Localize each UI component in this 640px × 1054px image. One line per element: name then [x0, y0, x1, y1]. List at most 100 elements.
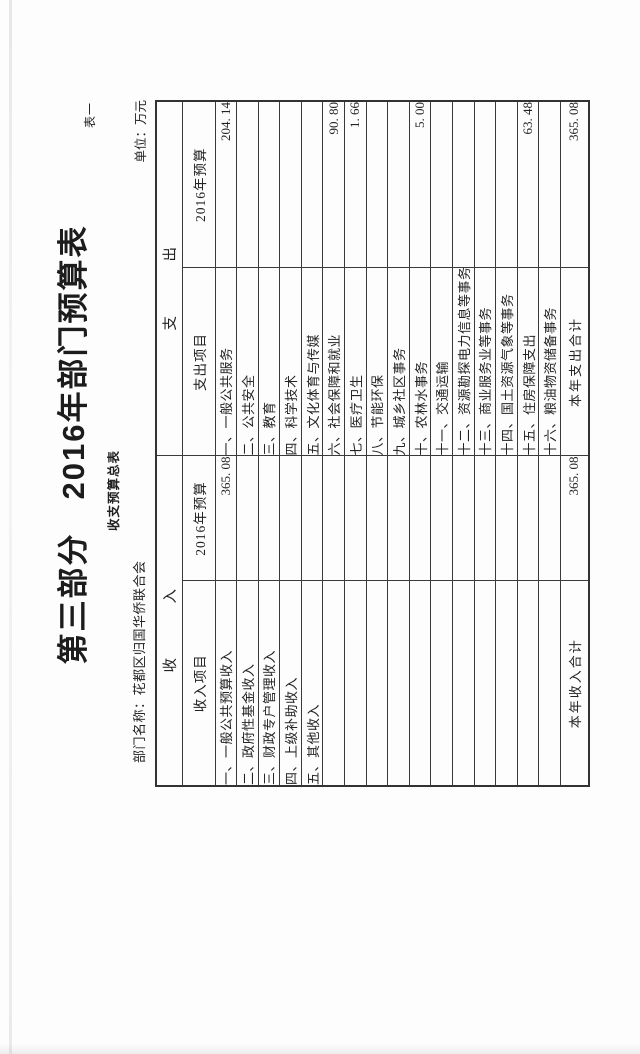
table-row: 十二、资源勘探电力信息等事务 — [452, 101, 475, 786]
expenditure-total-value: 365. 08 — [560, 101, 589, 268]
expenditure-value-cell: 63. 48 — [517, 101, 539, 268]
expenditure-value-cell — [430, 101, 453, 268]
revenue-value-cell — [322, 456, 345, 581]
revenue-section-header: 收 入 — [156, 456, 182, 786]
table-row: 五、其他收入 五、文化体育与传媒 — [301, 101, 323, 786]
section-header-row: 收 入 支 出 — [156, 101, 182, 786]
revenue-total-value: 365. 08 — [560, 456, 589, 581]
table-row: 六、社会保障和就业 90. 80 — [322, 101, 345, 786]
expenditure-item-cell: 六、社会保障和就业 — [322, 268, 345, 456]
expenditure-value-cell — [452, 101, 475, 268]
table-row: 九、城乡社区事务 — [387, 101, 410, 786]
revenue-value-cell — [344, 456, 367, 581]
page-subtitle: 收支预算总表 — [107, 450, 121, 532]
revenue-item-cell — [430, 581, 453, 786]
expenditure-value-cell — [366, 101, 388, 268]
expenditure-item-cell: 十、农林水事务 — [409, 268, 431, 456]
revenue-value-cell — [538, 456, 561, 581]
revenue-item-cell — [322, 581, 345, 786]
revenue-item-cell: 二、政府性基金收入 — [236, 581, 259, 786]
revenue-item-cell — [517, 581, 539, 786]
table-row: 八、节能环保 — [366, 101, 388, 786]
revenue-value-cell — [409, 456, 431, 581]
department-name-label: 部门名称：花都区归国华侨联合会 — [132, 560, 147, 763]
expenditure-value-cell: 1. 66 — [344, 101, 367, 268]
expenditure-value-cell — [387, 101, 410, 268]
column-header-row: 收入项目 2016年预算 支出项目 2016年预算 — [182, 101, 215, 786]
page-title: 第三部分 2016年部门预算表 — [56, 224, 91, 665]
expenditure-value-cell — [279, 101, 302, 268]
total-row: 本年收入合计 365. 08 本年支出合计 365. 08 — [560, 101, 589, 786]
revenue-item-cell — [344, 581, 367, 786]
col-header-revenue-budget: 2016年预算 — [182, 456, 215, 581]
expenditure-value-cell: 5. 00 — [409, 101, 431, 268]
revenue-value-cell — [301, 456, 323, 581]
col-header-expenditure-budget: 2016年预算 — [182, 101, 215, 268]
table-row: 七、医疗卫生 1. 66 — [344, 101, 367, 786]
expenditure-value-cell: 204. 14 — [215, 101, 237, 268]
revenue-item-cell — [452, 581, 475, 786]
expenditure-item-cell: 九、城乡社区事务 — [387, 268, 410, 456]
revenue-value-cell — [387, 456, 410, 581]
table-row: 十、农林水事务 5. 00 — [409, 101, 431, 786]
expenditure-item-cell: 二、公共安全 — [236, 268, 259, 456]
revenue-item-cell: 三、财政专户管理收入 — [258, 581, 280, 786]
expenditure-item-cell: 八、节能环保 — [366, 268, 388, 456]
expenditure-value-cell — [301, 101, 323, 268]
revenue-value-cell — [474, 456, 496, 581]
expenditure-value-cell — [236, 101, 259, 268]
expenditure-item-cell: 十四、国土资源气象等事务 — [495, 268, 518, 456]
col-header-expenditure-item: 支出项目 — [182, 268, 215, 456]
budget-data-rows: 一、一般公共预算收入 365. 08 一、一般公共服务 204. 14 二、政府性基金收… — [215, 101, 561, 786]
revenue-value-cell — [258, 456, 280, 581]
revenue-value-cell — [279, 456, 302, 581]
revenue-item-cell: 一、一般公共预算收入 — [215, 581, 237, 786]
table-row: 四、上级补助收入 四、科学技术 — [279, 101, 302, 786]
revenue-item-cell — [366, 581, 388, 786]
revenue-value-cell — [495, 456, 518, 581]
revenue-value-cell — [452, 456, 475, 581]
revenue-item-cell: 五、其他收入 — [301, 581, 323, 786]
revenue-value-cell — [430, 456, 453, 581]
revenue-item-cell — [387, 581, 410, 786]
budget-summary-table: 收 入 支 出 收入项目 2016年预算 支出项目 2016年预算 一、一般公共… — [155, 100, 590, 787]
expenditure-item-cell: 十二、资源勘探电力信息等事务 — [452, 268, 475, 456]
revenue-value-cell — [236, 456, 259, 581]
expenditure-section-header: 支 出 — [156, 101, 182, 456]
expenditure-item-cell: 三、教育 — [258, 268, 280, 456]
expenditure-item-cell: 十三、商业服务业等事务 — [474, 268, 496, 456]
revenue-value-cell — [517, 456, 539, 581]
revenue-value-cell: 365. 08 — [215, 456, 237, 581]
table-row: 十三、商业服务业等事务 — [474, 101, 496, 786]
table-row: 十一、交通运输 — [430, 101, 453, 786]
unit-label: 单位：万元 — [134, 100, 148, 163]
revenue-value-cell — [366, 456, 388, 581]
revenue-total-label: 本年收入合计 — [560, 581, 589, 786]
expenditure-item-cell: 一、一般公共服务 — [215, 268, 237, 456]
col-header-revenue-item: 收入项目 — [182, 581, 215, 786]
table-row: 十四、国土资源气象等事务 — [495, 101, 518, 786]
revenue-item-cell — [409, 581, 431, 786]
expenditure-item-cell: 十六、粮油物资储备事务 — [538, 268, 561, 456]
expenditure-value-cell — [495, 101, 518, 268]
expenditure-item-cell: 十一、交通运输 — [430, 268, 453, 456]
revenue-item-cell — [474, 581, 496, 786]
expenditure-total-label: 本年支出合计 — [560, 268, 589, 456]
expenditure-item-cell: 十五、住房保障支出 — [517, 268, 539, 456]
expenditure-value-cell — [538, 101, 561, 268]
revenue-item-cell — [538, 581, 561, 786]
table-row: 十六、粮油物资储备事务 — [538, 101, 561, 786]
expenditure-value-cell — [474, 101, 496, 268]
expenditure-value-cell: 90. 80 — [322, 101, 345, 268]
table-row: 二、政府性基金收入 二、公共安全 — [236, 101, 259, 786]
table-row: 三、财政专户管理收入 三、教育 — [258, 101, 280, 786]
expenditure-item-cell: 七、医疗卫生 — [344, 268, 367, 456]
expenditure-value-cell — [258, 101, 280, 268]
expenditure-item-cell: 四、科学技术 — [279, 268, 302, 456]
table-row: 十五、住房保障支出 63. 48 — [517, 101, 539, 786]
revenue-item-cell: 四、上级补助收入 — [279, 581, 302, 786]
expenditure-item-cell: 五、文化体育与传媒 — [301, 268, 323, 456]
table-row: 一、一般公共预算收入 365. 08 一、一般公共服务 204. 14 — [215, 101, 237, 786]
